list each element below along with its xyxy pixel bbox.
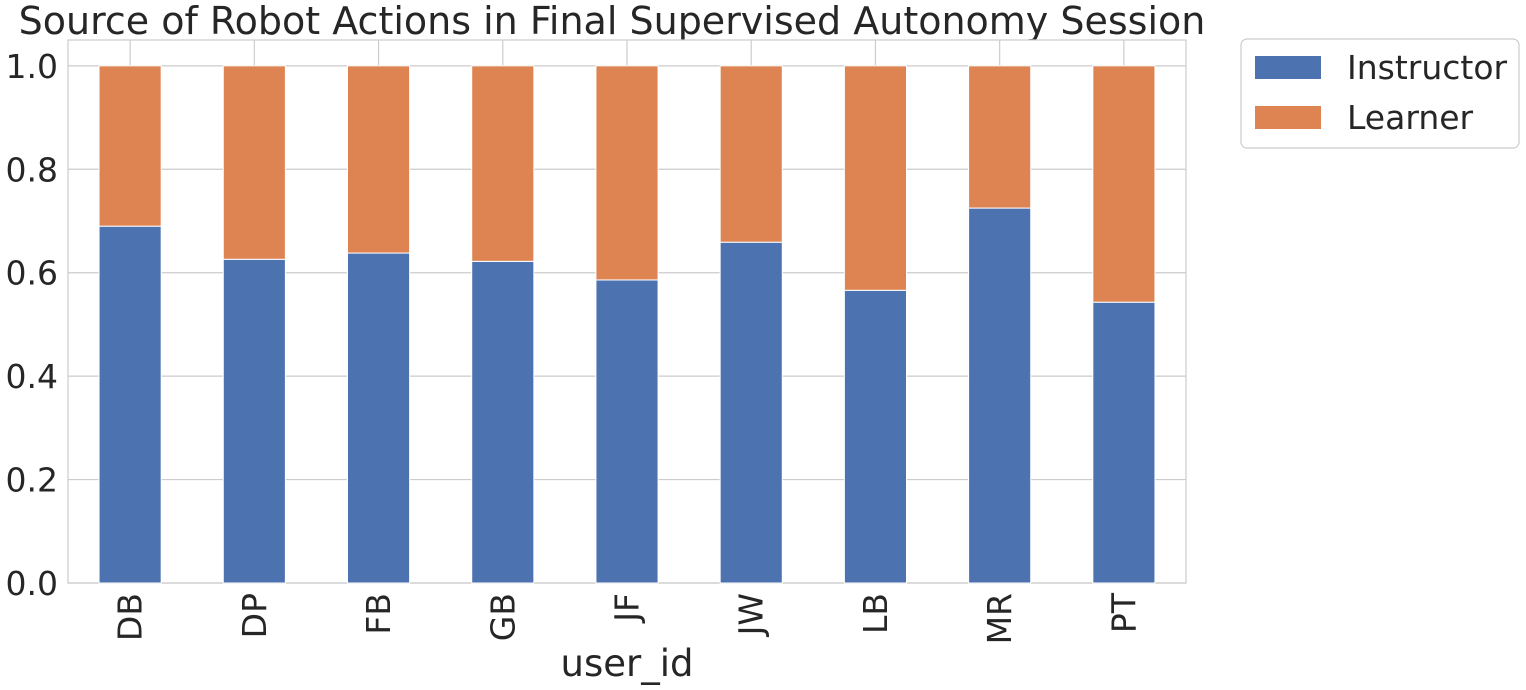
bar-instructor-jw bbox=[719, 241, 783, 584]
bar-instructor-db bbox=[98, 225, 162, 584]
x-tick-label: DB bbox=[111, 593, 150, 641]
bar-learner-jw bbox=[719, 65, 783, 243]
bar-instructor-pt bbox=[1092, 301, 1156, 584]
x-tick-label: DP bbox=[235, 593, 274, 638]
legend: Instructor Learner bbox=[1240, 38, 1520, 149]
y-tick-label: 0.2 bbox=[6, 461, 58, 500]
y-tick-label: 0.8 bbox=[6, 150, 58, 189]
x-tick-label: JW bbox=[732, 593, 771, 637]
bar-instructor-gb bbox=[471, 260, 535, 584]
bar-learner-pt bbox=[1092, 65, 1156, 303]
bar-learner-fb bbox=[347, 65, 411, 254]
legend-swatch-instructor bbox=[1255, 56, 1321, 79]
x-tick-label: JF bbox=[608, 593, 647, 624]
bar-instructor-dp bbox=[222, 258, 286, 584]
bar-learner-jf bbox=[595, 65, 659, 281]
bar-instructor-mr bbox=[968, 207, 1032, 584]
x-tick-label: GB bbox=[483, 593, 522, 641]
legend-label-learner: Learner bbox=[1347, 98, 1474, 137]
bar-learner-gb bbox=[471, 65, 535, 262]
bar-instructor-lb bbox=[843, 289, 908, 584]
x-tick-label: FB bbox=[359, 593, 398, 635]
legend-label-instructor: Instructor bbox=[1347, 48, 1508, 87]
x-tick-label: MR bbox=[980, 593, 1019, 644]
y-tick-label: 0.0 bbox=[6, 564, 58, 603]
x-axis-label: user_id bbox=[561, 642, 694, 685]
y-tick-labels: 0.0 0.2 0.4 0.6 0.8 1.0 bbox=[6, 47, 58, 603]
chart-title: Source of Robot Actions in Final Supervi… bbox=[19, 0, 1206, 43]
bar-learner-lb bbox=[843, 65, 908, 291]
legend-swatch-learner bbox=[1255, 106, 1321, 129]
bar-learner-mr bbox=[968, 65, 1032, 209]
y-tick-label: 0.6 bbox=[6, 254, 58, 293]
x-tick-label: PT bbox=[1104, 592, 1143, 633]
bar-learner-db bbox=[98, 65, 162, 227]
x-tick-labels: DB DP FB GB JF JW LB MR PT bbox=[111, 592, 1144, 644]
bar-learner-dp bbox=[222, 65, 286, 260]
x-tick-label: LB bbox=[856, 593, 895, 634]
bar-instructor-jf bbox=[595, 279, 659, 584]
bar-instructor-fb bbox=[347, 252, 411, 584]
y-tick-label: 1.0 bbox=[6, 47, 58, 86]
bars bbox=[98, 65, 1156, 584]
y-tick-label: 0.4 bbox=[6, 357, 58, 396]
